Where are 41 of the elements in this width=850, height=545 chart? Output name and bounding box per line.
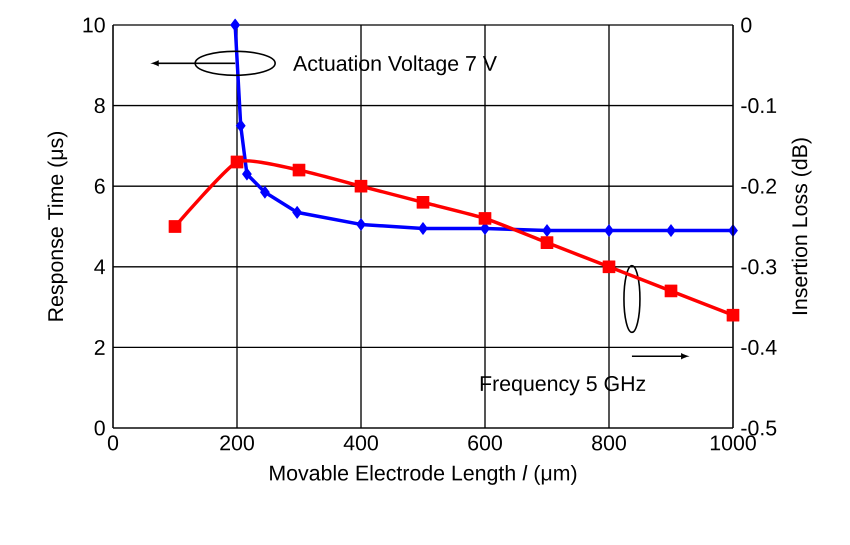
y2-tick-label: -0.1 xyxy=(741,98,776,114)
point xyxy=(242,168,252,180)
y-tick-label: 4 xyxy=(94,259,105,274)
point xyxy=(418,222,428,235)
point xyxy=(664,284,678,298)
point xyxy=(478,212,492,225)
point xyxy=(602,260,616,274)
point xyxy=(540,236,554,249)
x-tick-label: 800 xyxy=(592,435,626,450)
point xyxy=(260,186,270,199)
point xyxy=(416,196,430,209)
point xyxy=(236,119,246,132)
point xyxy=(354,180,368,193)
point xyxy=(604,224,614,237)
y-tick-label: 2 xyxy=(94,340,105,355)
point xyxy=(726,308,740,322)
y-tick-label: 0 xyxy=(94,420,105,436)
point xyxy=(230,156,244,168)
y2-tick-label: 0 xyxy=(741,17,752,33)
point xyxy=(356,218,366,231)
y2-tick-label: -0.4 xyxy=(741,340,777,355)
point xyxy=(168,220,182,233)
y-tick-label: 10 xyxy=(84,17,105,33)
point xyxy=(542,224,552,237)
point xyxy=(230,18,240,32)
x-tick-label: 0 xyxy=(108,435,118,450)
point xyxy=(666,224,676,237)
y2-tick-label: -0.2 xyxy=(741,178,776,194)
y-tick-label: 6 xyxy=(94,178,105,194)
y-axis-title: Response Time (μs) xyxy=(48,132,68,321)
y2-tick-label: -0.5 xyxy=(741,420,776,436)
y-tick-label: 8 xyxy=(94,98,105,114)
x-tick-label: 200 xyxy=(220,435,254,450)
point xyxy=(292,164,306,176)
x-tick-label: 1000 xyxy=(710,435,756,450)
x-axis-title: Movable Electrode Length l (μm) xyxy=(270,464,576,485)
y2-axis-title: Insertion Loss (dB) xyxy=(792,138,812,314)
point xyxy=(292,206,302,219)
y2-tick-label: -0.3 xyxy=(741,259,776,274)
x-tick-label: 600 xyxy=(468,435,502,450)
x-tick-label: 400 xyxy=(344,435,378,450)
